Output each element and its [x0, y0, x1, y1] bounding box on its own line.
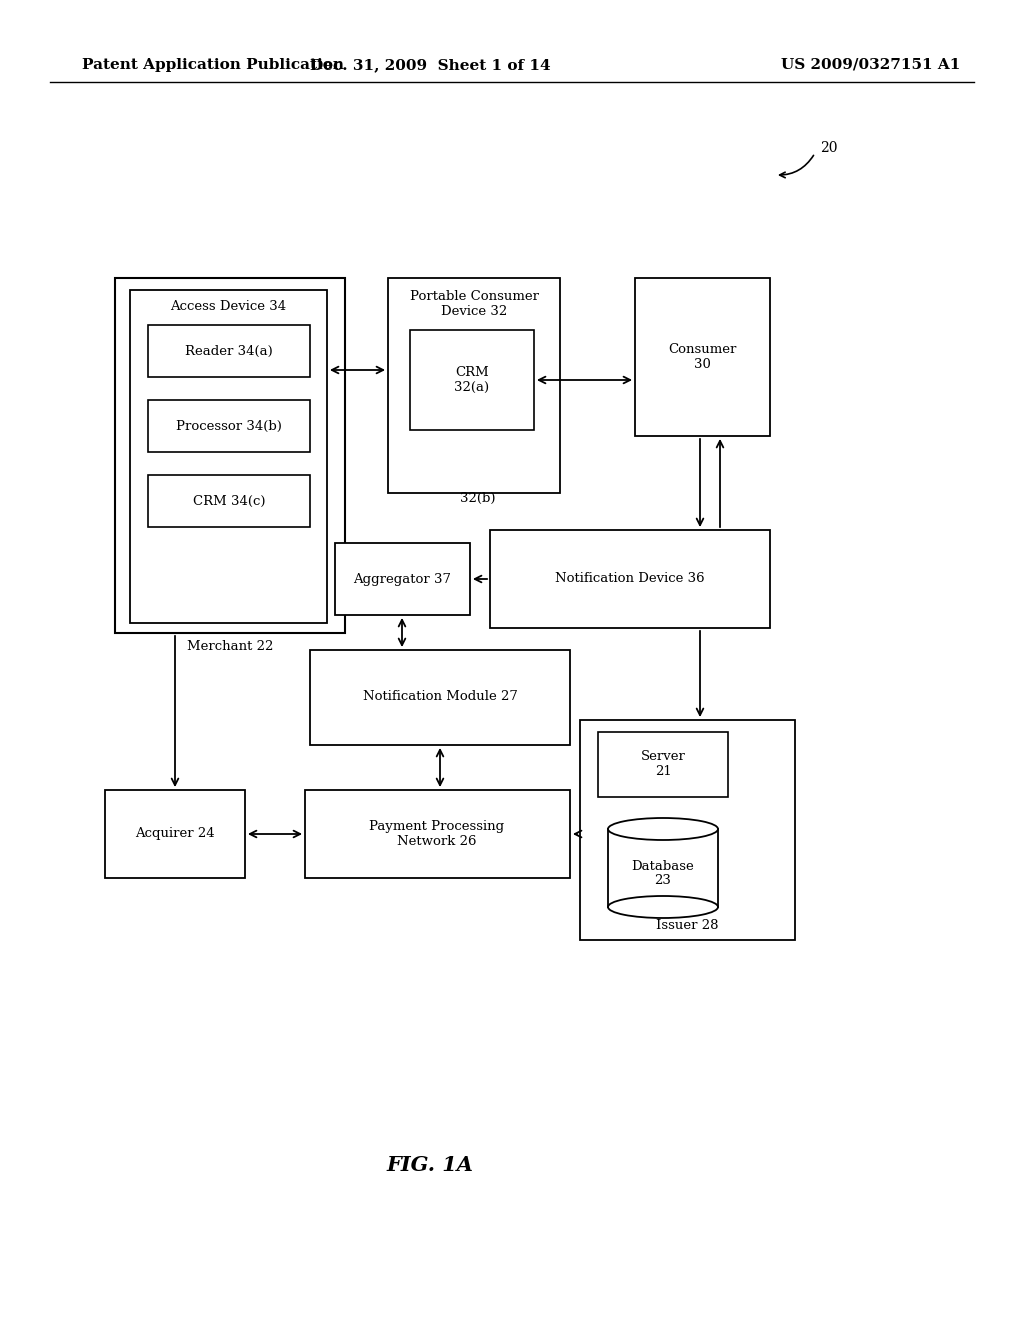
Bar: [490, 531, 770, 628]
Ellipse shape: [608, 818, 718, 840]
Text: Processor 34(b): Processor 34(b): [176, 420, 282, 433]
Text: Merchant 22: Merchant 22: [186, 640, 273, 653]
Text: 32(b): 32(b): [460, 491, 496, 504]
Bar: [410, 330, 534, 430]
Text: CRM 34(c): CRM 34(c): [193, 495, 265, 507]
Text: Issuer 28: Issuer 28: [655, 919, 718, 932]
Bar: [608, 829, 718, 907]
Bar: [105, 789, 245, 878]
Bar: [115, 279, 345, 634]
Bar: [598, 733, 728, 797]
Text: Aggregator 37: Aggregator 37: [353, 573, 451, 586]
Text: Patent Application Publication: Patent Application Publication: [82, 58, 344, 73]
Bar: [388, 279, 560, 492]
Text: Notification Device 36: Notification Device 36: [555, 573, 705, 586]
Text: Notification Module 27: Notification Module 27: [362, 690, 517, 704]
Text: Payment Processing
Network 26: Payment Processing Network 26: [370, 820, 505, 847]
Text: Dec. 31, 2009  Sheet 1 of 14: Dec. 31, 2009 Sheet 1 of 14: [309, 58, 550, 73]
Text: Server
21: Server 21: [641, 750, 685, 777]
Text: FIG. 1A: FIG. 1A: [386, 1155, 473, 1175]
Bar: [310, 649, 570, 744]
Text: Reader 34(a): Reader 34(a): [185, 345, 272, 358]
Bar: [148, 400, 310, 451]
Bar: [635, 279, 770, 436]
Text: Access Device 34: Access Device 34: [170, 300, 286, 313]
Text: Portable Consumer
Device 32: Portable Consumer Device 32: [410, 290, 539, 318]
Bar: [335, 543, 470, 615]
Bar: [580, 719, 795, 940]
Bar: [148, 475, 310, 527]
Text: Database
23: Database 23: [632, 859, 694, 887]
Text: Acquirer 24: Acquirer 24: [135, 828, 215, 841]
Text: Consumer
30: Consumer 30: [668, 343, 736, 371]
Text: CRM
32(a): CRM 32(a): [455, 366, 489, 393]
Bar: [130, 290, 327, 623]
Ellipse shape: [608, 896, 718, 917]
Bar: [148, 325, 310, 378]
Text: US 2009/0327151 A1: US 2009/0327151 A1: [780, 58, 961, 73]
Text: 20: 20: [820, 141, 838, 154]
Bar: [305, 789, 570, 878]
